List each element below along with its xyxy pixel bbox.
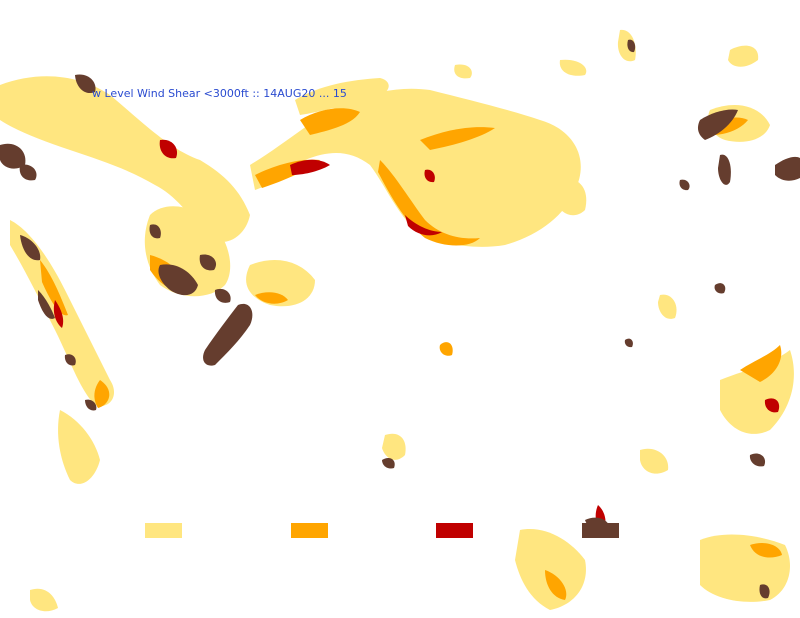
legend-swatch-level-4 (582, 523, 619, 538)
shear-level-4-areas (0, 39, 800, 599)
legend-swatch-level-2 (291, 523, 328, 538)
legend-swatch-level-3 (436, 523, 473, 538)
legend-swatch-level-1 (145, 523, 182, 538)
map-title: w Level Wind Shear <3000ft :: 14AUG20 ..… (92, 87, 347, 100)
shear-level-1-areas (0, 29, 794, 612)
